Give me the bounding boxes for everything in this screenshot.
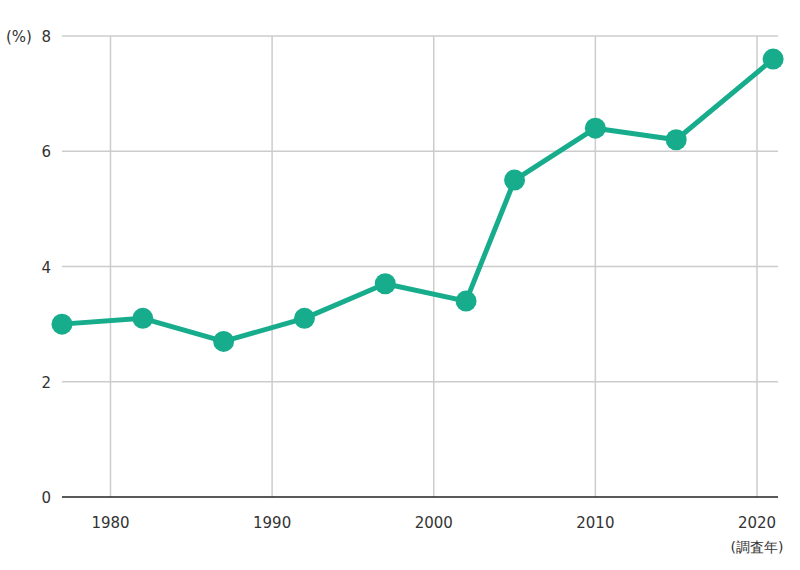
x-axis-line xyxy=(62,496,778,498)
x-grid-line xyxy=(595,36,597,497)
data-point xyxy=(213,331,234,352)
data-point xyxy=(52,314,73,335)
x-grid-line xyxy=(271,36,273,497)
x-grid-line xyxy=(433,36,435,497)
y-tick-label: 4 xyxy=(41,259,51,277)
data-point xyxy=(763,49,784,70)
y-grid-line xyxy=(62,381,778,383)
y-grid-line xyxy=(62,35,778,37)
grid xyxy=(62,36,778,497)
y-tick-label: 0 xyxy=(41,489,51,507)
chart-container: 0 2 4 6 8 1980 1990 2000 2010 2020 (%) (調査年) xyxy=(0,0,800,570)
y-grid-line xyxy=(62,151,778,153)
y-axis-label: (%) xyxy=(6,28,32,46)
x-tick-label: 2000 xyxy=(415,514,453,532)
plot-area xyxy=(52,49,784,352)
data-point xyxy=(666,129,687,150)
y-tick-label: 6 xyxy=(41,143,51,161)
chart-svg: 0 2 4 6 8 1980 1990 2000 2010 2020 (%) (調査年) xyxy=(0,0,800,570)
data-point xyxy=(456,291,477,312)
x-tick-label: 2020 xyxy=(738,514,776,532)
data-point xyxy=(504,170,525,191)
y-grid-line xyxy=(62,266,778,268)
y-tick-label: 8 xyxy=(41,28,51,46)
x-tick-label: 2010 xyxy=(576,514,614,532)
x-grid-line xyxy=(756,36,758,497)
data-line xyxy=(62,59,773,341)
x-grid-line xyxy=(110,36,112,497)
data-point xyxy=(132,308,153,329)
x-axis-label: (調査年) xyxy=(731,539,784,555)
data-point xyxy=(585,118,606,139)
data-point xyxy=(375,273,396,294)
data-point xyxy=(294,308,315,329)
x-tick-label: 1980 xyxy=(91,514,129,532)
x-tick-label: 1990 xyxy=(253,514,291,532)
y-tick-label: 2 xyxy=(41,374,51,392)
